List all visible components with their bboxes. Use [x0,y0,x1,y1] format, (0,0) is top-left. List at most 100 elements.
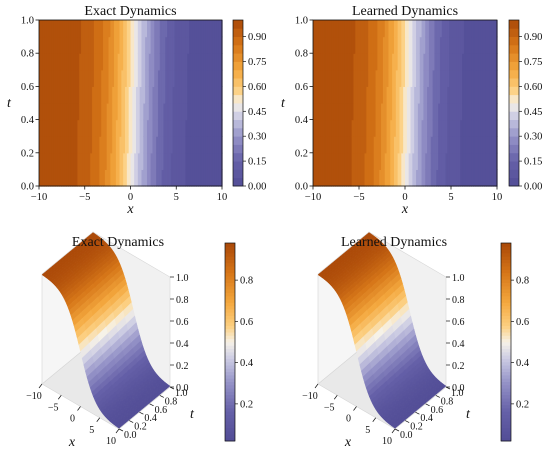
contour-cell [64,36,68,54]
contour-cell [316,103,320,121]
contour-cell [130,53,133,71]
contour-cell [125,53,128,71]
contour-cell [119,119,122,137]
contour-cell [101,103,104,121]
contour-cell [465,136,469,154]
contour-cell [163,119,166,137]
contour-cell [212,103,216,121]
contour-cell [485,103,489,121]
contour-cell [183,119,186,137]
contour-cell [359,69,362,87]
contour-cell [90,119,93,137]
colorbar-tick-label: 0.15 [248,157,266,168]
contour-cell [57,86,60,104]
contour-cell [137,86,141,104]
contour-cell [192,86,196,104]
contour-cell [66,119,69,137]
contour-cell [93,169,97,187]
contour-cell [187,119,190,137]
contour-cell [64,69,68,87]
contour-cell [487,152,491,170]
contour-cell [187,169,190,187]
contour-cell [362,103,366,121]
contour-cell [359,20,362,38]
contour-cell [68,53,71,71]
contour-cell [103,36,106,54]
contour-cell [143,103,146,121]
contour-cell [196,86,199,104]
contour-cell [161,20,165,38]
contour-cell [192,36,196,54]
contour-cell [393,169,397,187]
contour-cell [183,69,186,87]
contour-cell [156,86,159,104]
contour-cell [62,136,66,154]
contour-cell [456,136,459,154]
contour-cell [377,136,380,154]
contour-cell [441,69,445,87]
contour-cell [357,119,360,137]
colorbar-tick-label: 0.45 [524,107,542,118]
contour-cell [344,103,347,121]
colorbar-band [501,243,511,247]
contour-cell [106,103,110,121]
contour-cell [406,169,410,187]
colorbar-band [225,381,235,386]
contour-cell [324,169,327,187]
contour-cell [480,136,483,154]
contour-cell [198,36,201,54]
contour-cell [48,169,51,187]
contour-cell [414,20,417,38]
contour-cell [432,53,436,71]
contour-cell [59,103,62,121]
contour-cell [480,36,483,54]
contour-cell [454,69,458,87]
contour-cell [99,20,102,38]
contour-cell [316,86,320,104]
contour-cell [395,152,399,170]
contour-cell [81,136,84,154]
contour-cell [168,36,172,54]
contour-cell [335,36,338,54]
contour-cell [447,20,450,38]
contour-cell [438,152,441,170]
contour-cell [384,103,388,121]
x-tick-label: 5 [89,425,94,436]
contour-cell [103,152,106,170]
contour-cell [401,103,404,121]
contour-cell [443,152,447,170]
colorbar-band [509,161,519,170]
contour-cell [168,152,172,170]
contour-cell [159,136,163,154]
contour-cell [145,53,148,71]
contour-cell [220,136,223,154]
contour-cell [75,152,79,170]
contour-cell [427,169,430,187]
t-tick [415,411,420,415]
contour-cell [48,53,51,71]
contour-cell [366,169,369,187]
contour-cell [42,103,46,121]
contour-cell [480,69,483,87]
contour-cell [454,152,458,170]
contour-cell [353,136,356,154]
contour-cell [368,20,371,38]
contour-cell [59,169,62,187]
contour-cell [146,53,150,71]
contour-cell [84,119,88,137]
contour-cell [187,136,190,154]
contour-cell [209,152,212,170]
t-tick-label: 1.0 [451,388,464,399]
contour-cell [126,86,130,104]
contour-cell [436,20,439,38]
colorbar-band [501,318,511,323]
contour-cell [462,86,465,104]
contour-cell [70,119,73,137]
contour-cell [462,53,465,71]
contour-cell [478,103,482,121]
contour-cell [190,119,194,137]
contour-cell [421,36,424,54]
contour-cell [476,86,480,104]
contour-cell [313,53,316,71]
contour-cell [469,69,472,87]
